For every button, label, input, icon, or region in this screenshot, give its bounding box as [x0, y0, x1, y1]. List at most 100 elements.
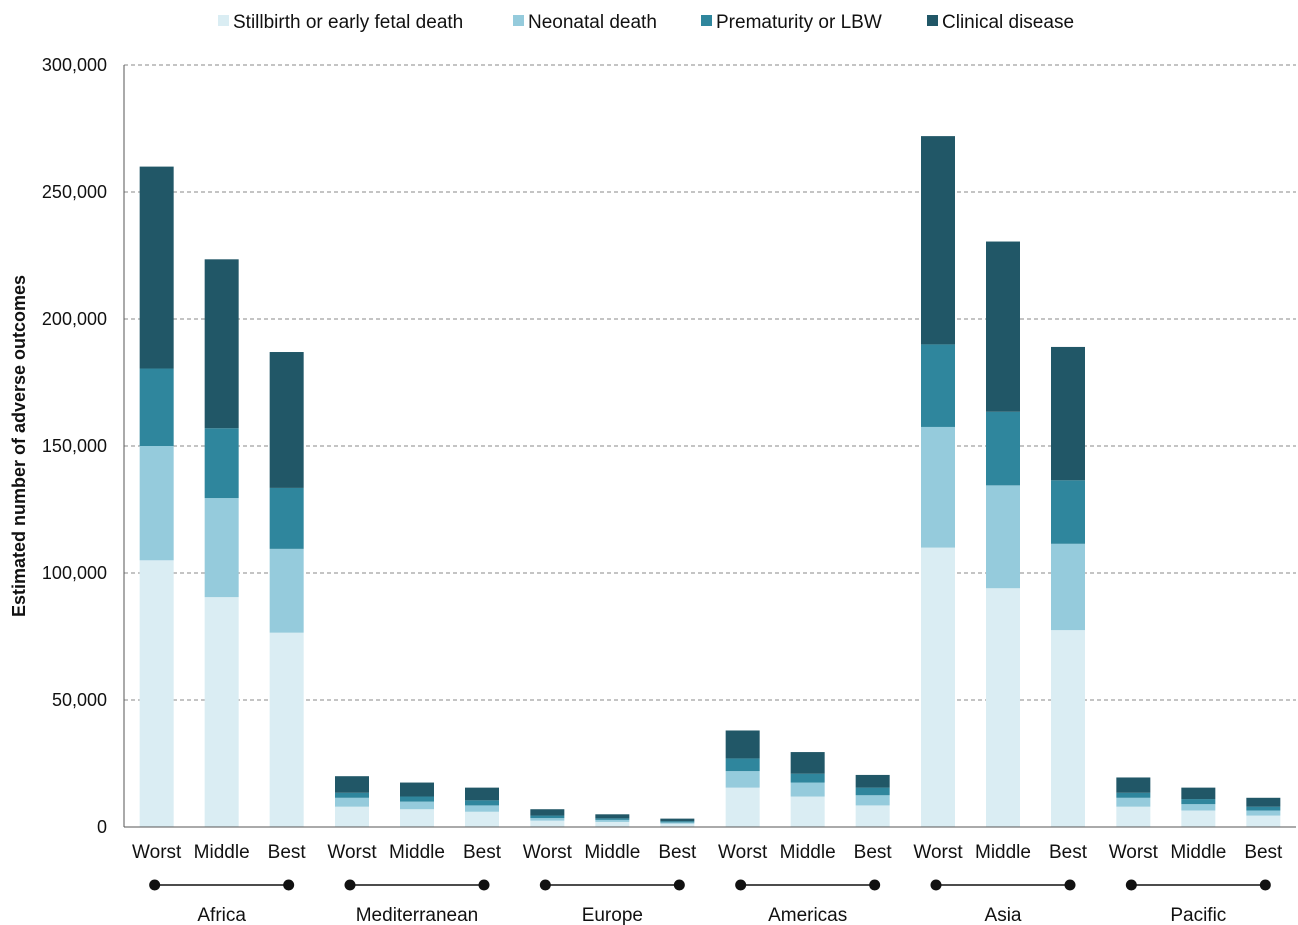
group-label: Mediterranean — [356, 905, 479, 925]
y-tick-label: 0 — [97, 817, 107, 837]
x-tick-label: Worst — [718, 842, 768, 863]
bar-segment — [921, 344, 955, 427]
bar-segment — [204, 428, 239, 499]
bar-segment — [595, 814, 630, 819]
group-connector-dot — [283, 879, 295, 891]
bar-segment — [725, 787, 760, 827]
x-tick-label: Middle — [975, 842, 1031, 863]
bar-segment — [790, 773, 825, 783]
x-tick-label: Middle — [780, 842, 836, 863]
group-label: Asia — [985, 905, 1022, 925]
group-label: Pacific — [1170, 905, 1226, 925]
bar-segment — [1051, 630, 1085, 827]
x-tick-label: Worst — [327, 842, 377, 863]
y-tick-label: 100,000 — [42, 563, 107, 583]
bar-segment — [400, 801, 434, 810]
bar-segment — [465, 811, 499, 827]
bar-segment — [986, 241, 1020, 412]
group-connector-dot — [735, 879, 747, 891]
bar-segment — [660, 818, 695, 822]
bar-segment — [1116, 792, 1151, 798]
group-labels: Africa Mediterranean Europe Americas Asia Pac… — [149, 879, 1271, 925]
group-connector-dot — [539, 879, 551, 891]
bar-segment — [465, 800, 499, 806]
bar-segment — [986, 588, 1020, 827]
group-connector-dot — [930, 879, 942, 891]
bars — [139, 136, 1281, 827]
bar-segment — [660, 821, 695, 823]
bar-segment — [790, 796, 825, 827]
bar-segment — [1181, 787, 1216, 800]
bar-segment — [595, 821, 630, 827]
x-tick-label: Best — [268, 842, 307, 863]
legend: Stillbirth or early fetal death Neonatal … — [218, 12, 1074, 33]
x-tick-label: Worst — [913, 842, 963, 863]
legend-swatch — [927, 15, 938, 26]
bar-segment — [139, 368, 174, 446]
bar-segment — [530, 820, 565, 827]
bar-segment — [1246, 810, 1281, 816]
bar-segment — [725, 771, 760, 788]
legend-label: Stillbirth or early fetal death — [233, 12, 463, 33]
group-connector-dot — [478, 879, 490, 891]
bar-segment — [139, 560, 174, 827]
bar-segment — [660, 822, 695, 824]
bar-segment — [1181, 799, 1216, 805]
y-axis-title: Estimated number of adverse outcomes — [9, 275, 29, 617]
bar-segment — [530, 815, 565, 819]
axes — [123, 65, 1296, 828]
bar-segment — [921, 547, 955, 827]
x-tick-label: Best — [1244, 842, 1283, 863]
y-tick-label: 300,000 — [42, 55, 107, 75]
bar-segment — [595, 818, 630, 820]
x-tick-label: Worst — [132, 842, 182, 863]
bar-segment — [400, 782, 434, 797]
bar-segment — [204, 259, 239, 429]
bar-segment — [986, 485, 1020, 589]
group-connector-dot — [1125, 879, 1137, 891]
legend-swatch — [701, 15, 712, 26]
x-tick-label: Middle — [1170, 842, 1226, 863]
bar-segment — [1051, 346, 1085, 481]
bar-segment — [139, 166, 174, 369]
x-tick-label: Best — [854, 842, 893, 863]
bar-segment — [204, 597, 239, 827]
bar-segment — [790, 752, 825, 774]
y-tick-label: 150,000 — [42, 436, 107, 456]
bar-segment — [465, 787, 499, 801]
group-connector-dot — [344, 879, 356, 891]
y-tick-label: 50,000 — [52, 690, 107, 710]
bar-segment — [660, 823, 695, 827]
bar-segment — [269, 352, 304, 488]
bar-segment — [725, 758, 760, 772]
x-tick-label: Middle — [389, 842, 445, 863]
x-tick-label: Best — [463, 842, 502, 863]
x-axis-labels: Worst Middle Best Worst Middle Best Worst Middl… — [132, 842, 1283, 863]
group-connector-dot — [149, 879, 161, 891]
bar-segment — [335, 792, 369, 798]
bar-segment — [1116, 806, 1151, 827]
group-label: Europe — [582, 905, 643, 925]
group-connector-dot — [1064, 879, 1076, 891]
bar-segment — [725, 730, 760, 759]
x-tick-label: Worst — [523, 842, 573, 863]
x-tick-label: Best — [658, 842, 697, 863]
bar-segment — [855, 805, 890, 827]
x-tick-label: Middle — [194, 842, 250, 863]
bar-segment — [400, 796, 434, 802]
group-connector-dot — [869, 879, 881, 891]
legend-swatch — [218, 15, 229, 26]
bar-segment — [1181, 810, 1216, 827]
x-tick-label: Middle — [584, 842, 640, 863]
y-tick-label: 200,000 — [42, 309, 107, 329]
legend-label: Prematurity or LBW — [716, 12, 882, 33]
bar-segment — [855, 795, 890, 806]
bar-segment — [400, 809, 434, 827]
group-connector-dot — [673, 879, 685, 891]
bar-segment — [1051, 543, 1085, 631]
bar-segment — [790, 782, 825, 797]
bar-segment — [530, 809, 565, 816]
bar-segment — [1181, 804, 1216, 811]
bar-segment — [335, 806, 369, 827]
bar-segment — [1246, 806, 1281, 811]
